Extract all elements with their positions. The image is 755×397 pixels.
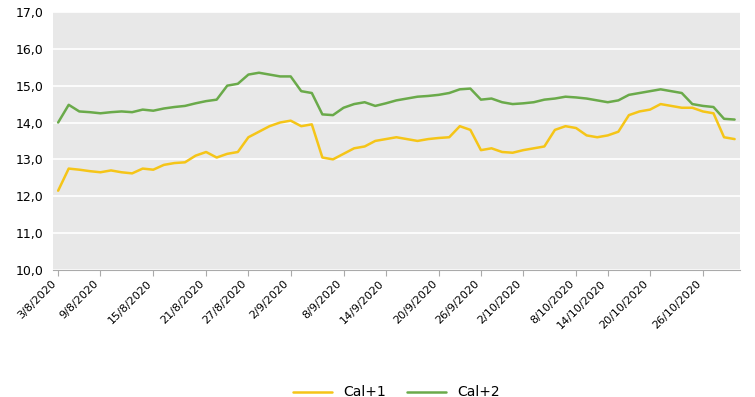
Cal+2	[413, 94, 422, 99]
Cal+2	[254, 70, 263, 75]
Cal+2	[54, 120, 63, 125]
Cal+2	[212, 97, 221, 102]
Cal+1	[656, 102, 665, 106]
Cal+1	[254, 129, 263, 134]
Cal+2	[709, 105, 718, 110]
Line: Cal+1: Cal+1	[58, 104, 735, 191]
Cal+1	[635, 109, 644, 114]
Cal+1	[339, 151, 348, 156]
Cal+1	[212, 155, 221, 160]
Cal+1	[709, 111, 718, 116]
Line: Cal+2: Cal+2	[58, 73, 735, 123]
Cal+2	[730, 117, 739, 122]
Cal+2	[646, 89, 655, 94]
Legend: Cal+1, Cal+2: Cal+1, Cal+2	[293, 385, 500, 397]
Cal+1	[730, 137, 739, 141]
Cal+1	[402, 137, 411, 141]
Cal+1	[54, 188, 63, 193]
Cal+2	[350, 102, 359, 106]
Cal+2	[265, 72, 274, 77]
